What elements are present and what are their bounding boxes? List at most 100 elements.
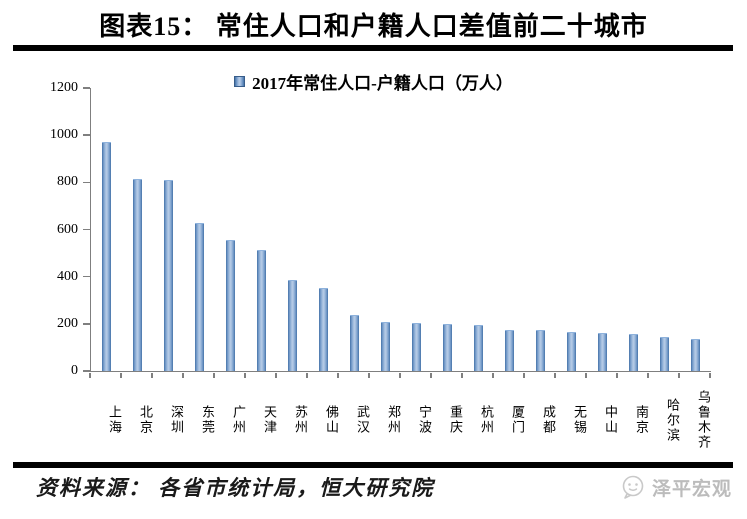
x-tick-mark: [120, 372, 122, 378]
x-category-label: 东莞: [200, 405, 215, 435]
x-category-label: 哈尔滨: [665, 397, 680, 443]
bar-column: [463, 88, 494, 371]
x-category-label: 厦门: [510, 405, 525, 435]
chart-title: 图表15： 常住人口和户籍人口差值前二十城市: [99, 12, 648, 41]
bar: [350, 314, 359, 371]
x-category-label: 北京: [138, 405, 153, 435]
x-tick-mark: [709, 372, 711, 378]
y-tick-label: 1200: [50, 80, 78, 95]
bar: [474, 324, 483, 371]
x-axis-labels: 上海 北京 深圳 东莞 广州 天津 苏州 佛山 武汉 郑州 宁波 重庆 杭州 厦门 成都 无锡 中山 南京 哈尔滨 乌…: [90, 379, 711, 461]
x-tick-mark: [399, 372, 401, 378]
x-category-label: 成都: [541, 405, 556, 435]
legend: 2017年常住人口-户籍人口（万人）: [0, 69, 747, 94]
bar: [536, 330, 545, 371]
x-category-label: 佛山: [324, 405, 339, 435]
bar: [598, 332, 607, 371]
y-tick-label: 0: [71, 363, 78, 378]
bar: [691, 339, 700, 371]
x-category-label: 郑州: [386, 405, 401, 435]
y-tick-mark: [83, 228, 90, 231]
brand-name: 泽平宏观: [652, 479, 733, 500]
bar: [288, 280, 297, 371]
x-tick-mark: [306, 372, 308, 378]
bar-column: [401, 88, 432, 371]
bar: [412, 322, 421, 371]
x-tick-mark: [523, 372, 525, 378]
x-tick-mark: [151, 372, 153, 378]
bar-column: [308, 88, 339, 371]
bar: [257, 249, 266, 371]
brand-logo-icon: [622, 475, 644, 499]
top-divider: [13, 45, 733, 51]
x-category-label: 天津: [262, 405, 277, 435]
bar-column: [122, 88, 153, 371]
bar-column: [494, 88, 525, 371]
y-tick-mark: [83, 370, 90, 372]
y-tick-mark: [83, 181, 90, 184]
bar: [195, 223, 204, 371]
bar: [443, 324, 452, 371]
x-category-label: 无锡: [572, 405, 587, 435]
bar-column: [370, 88, 401, 371]
bar-column: [91, 88, 122, 371]
x-tick-mark: [554, 372, 556, 378]
x-tick-mark: [585, 372, 587, 378]
y-tick-label: 400: [57, 268, 78, 284]
bar-column: [339, 88, 370, 371]
x-category-label: 中山: [603, 405, 618, 435]
y-tick-mark: [83, 323, 90, 325]
x-category-label: 深圳: [169, 405, 184, 435]
x-tick-mark: [368, 372, 370, 378]
x-category-label: 武汉: [355, 405, 370, 435]
bar-column: [618, 88, 649, 371]
bar: [102, 142, 111, 371]
x-category-label: 杭州: [479, 405, 494, 435]
bar-column: [556, 88, 587, 371]
bottom-divider: [13, 462, 733, 468]
x-tick-mark: [647, 372, 649, 378]
bar: [660, 337, 669, 371]
y-tick-label: 800: [57, 174, 78, 190]
bar-column: [246, 88, 277, 371]
x-category-label: 苏州: [293, 405, 308, 435]
bar-column: [649, 88, 680, 371]
x-tick-mark: [182, 372, 184, 378]
bar-column: [184, 88, 215, 371]
bar-column: [587, 88, 618, 371]
x-category-label: 南京: [634, 405, 649, 435]
brand-watermark: 泽平宏观: [620, 474, 732, 501]
y-tick-mark: [83, 87, 90, 89]
x-tick-mark: [89, 372, 91, 378]
bar-column: [153, 88, 184, 371]
x-tick-mark: [337, 372, 339, 378]
x-tick-mark: [616, 372, 618, 378]
bar: [164, 179, 173, 371]
x-tick-mark: [430, 372, 432, 378]
x-tick-mark: [244, 372, 246, 378]
bar: [319, 288, 328, 371]
x-category-label: 重庆: [448, 405, 463, 435]
x-category-label: 乌鲁木齐: [696, 390, 711, 450]
bar: [505, 329, 514, 371]
bar-column: [277, 88, 308, 371]
x-tick-mark: [461, 372, 463, 378]
bar-column: [432, 88, 463, 371]
x-tick-mark: [492, 372, 494, 378]
x-tick-mark: [213, 372, 215, 378]
x-category-label: 上海: [107, 405, 122, 435]
y-tick-label: 200: [57, 315, 78, 331]
legend-swatch-icon: [234, 76, 246, 87]
y-tick-mark: [83, 275, 90, 278]
bar-column: [680, 88, 711, 371]
legend-label: 2017年常住人口-户籍人口（万人）: [252, 74, 513, 93]
bar: [381, 321, 390, 371]
plot-area: [90, 88, 711, 372]
bar: [567, 331, 576, 371]
bar: [629, 334, 638, 371]
x-tick-mark: [275, 372, 277, 378]
bar: [226, 239, 235, 371]
source-note: 资料来源： 各省市统计局，恒大研究院: [36, 476, 435, 500]
x-category-label: 广州: [231, 405, 246, 435]
y-tick-label: 600: [57, 221, 78, 237]
